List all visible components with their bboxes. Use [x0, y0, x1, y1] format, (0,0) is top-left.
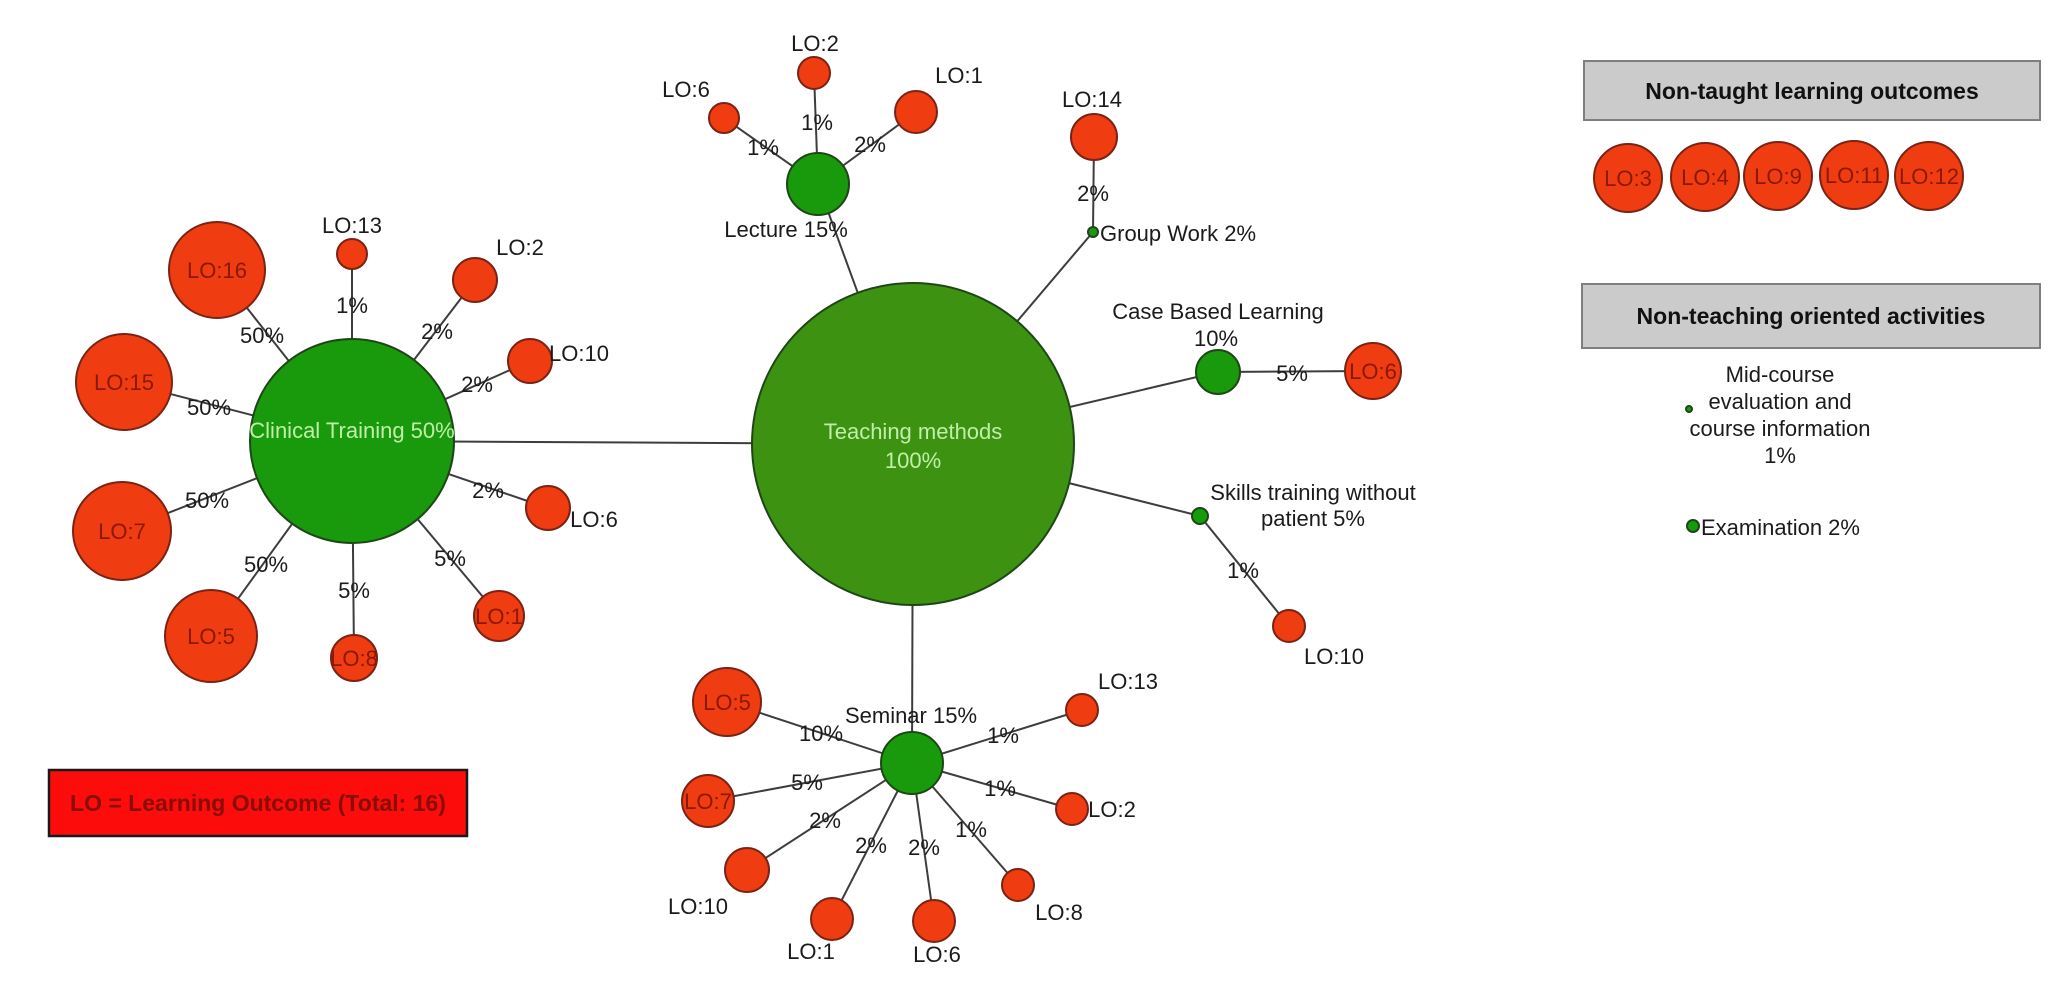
svg-text:LO:6: LO:6 — [662, 77, 710, 102]
svg-text:LO:13: LO:13 — [1098, 669, 1158, 694]
svg-text:Mid-course: Mid-course — [1726, 362, 1835, 387]
svg-text:Clinical Training 50%: Clinical Training 50% — [249, 418, 454, 443]
svg-text:LO:11: LO:11 — [1825, 163, 1883, 188]
svg-text:1%: 1% — [987, 723, 1019, 748]
svg-text:Seminar 15%: Seminar 15% — [845, 703, 977, 728]
svg-text:LO:1: LO:1 — [475, 604, 523, 629]
svg-text:LO:14: LO:14 — [1062, 87, 1122, 112]
svg-text:5%: 5% — [791, 770, 823, 795]
svg-text:LO:12: LO:12 — [1899, 164, 1959, 189]
svg-text:50%: 50% — [244, 552, 288, 577]
svg-text:course information: course information — [1690, 416, 1871, 441]
svg-text:LO:2: LO:2 — [496, 235, 544, 260]
svg-text:2%: 2% — [1077, 181, 1109, 206]
svg-text:LO:4: LO:4 — [1681, 165, 1729, 190]
svg-text:1%: 1% — [1227, 558, 1259, 583]
svg-text:LO:10: LO:10 — [668, 894, 728, 919]
svg-text:LO:10: LO:10 — [549, 341, 609, 366]
svg-text:LO:16: LO:16 — [187, 258, 247, 283]
svg-text:Non-taught learning outcomes: Non-taught learning outcomes — [1645, 78, 1979, 104]
svg-text:2%: 2% — [421, 319, 453, 344]
svg-text:LO:6: LO:6 — [570, 507, 618, 532]
svg-text:2%: 2% — [809, 808, 841, 833]
svg-text:LO:7: LO:7 — [98, 519, 146, 544]
svg-text:10%: 10% — [799, 721, 843, 746]
svg-text:LO:2: LO:2 — [1088, 797, 1136, 822]
svg-text:Non-teaching oriented activiti: Non-teaching oriented activities — [1637, 303, 1986, 329]
svg-text:LO:5: LO:5 — [187, 624, 235, 649]
svg-text:LO:13: LO:13 — [322, 213, 382, 238]
svg-text:1%: 1% — [336, 293, 368, 318]
svg-text:100%: 100% — [885, 448, 941, 473]
svg-text:5%: 5% — [338, 578, 370, 603]
svg-text:5%: 5% — [1276, 361, 1308, 386]
svg-text:Group Work 2%: Group Work 2% — [1100, 221, 1256, 246]
svg-text:50%: 50% — [187, 395, 231, 420]
svg-text:1%: 1% — [984, 776, 1016, 801]
svg-text:evaluation and: evaluation and — [1708, 389, 1851, 414]
svg-text:LO:5: LO:5 — [703, 690, 751, 715]
svg-text:LO:9: LO:9 — [1754, 164, 1802, 189]
svg-text:LO:8: LO:8 — [1035, 900, 1083, 925]
svg-text:2%: 2% — [854, 132, 886, 157]
svg-text:2%: 2% — [472, 478, 504, 503]
svg-text:LO:6: LO:6 — [913, 942, 961, 967]
svg-text:1%: 1% — [801, 110, 833, 135]
svg-text:5%: 5% — [434, 546, 466, 571]
svg-text:LO:8: LO:8 — [330, 646, 378, 671]
svg-text:50%: 50% — [240, 323, 284, 348]
svg-text:Teaching methods: Teaching methods — [824, 419, 1003, 444]
svg-text:1%: 1% — [1764, 443, 1796, 468]
svg-text:1%: 1% — [955, 817, 987, 842]
svg-text:Skills training without: Skills training without — [1210, 480, 1415, 505]
svg-text:LO:6: LO:6 — [1349, 359, 1397, 384]
svg-text:LO:1: LO:1 — [787, 939, 835, 964]
svg-text:LO = Learning Outcome (Total:: LO = Learning Outcome (Total: 16) — [70, 790, 446, 816]
svg-text:Case Based Learning: Case Based Learning — [1112, 299, 1324, 324]
svg-text:LO:7: LO:7 — [684, 789, 732, 814]
svg-text:Examination 2%: Examination 2% — [1701, 515, 1860, 540]
svg-text:LO:3: LO:3 — [1604, 166, 1652, 191]
svg-text:50%: 50% — [185, 488, 229, 513]
svg-text:2%: 2% — [908, 835, 940, 860]
svg-text:10%: 10% — [1194, 326, 1238, 351]
svg-text:patient 5%: patient 5% — [1261, 506, 1365, 531]
svg-text:1%: 1% — [747, 135, 779, 160]
svg-text:LO:15: LO:15 — [94, 370, 154, 395]
svg-text:2%: 2% — [855, 833, 887, 858]
svg-text:2%: 2% — [461, 372, 493, 397]
svg-text:LO:2: LO:2 — [791, 31, 839, 56]
svg-text:LO:1: LO:1 — [935, 63, 983, 88]
svg-text:LO:10: LO:10 — [1304, 644, 1364, 669]
svg-text:Lecture 15%: Lecture 15% — [724, 217, 848, 242]
